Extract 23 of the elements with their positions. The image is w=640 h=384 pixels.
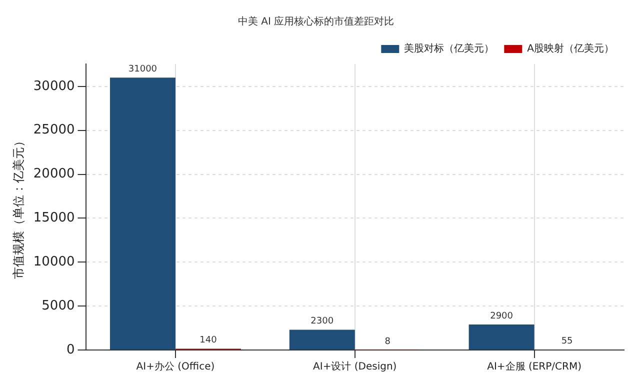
y-tick-label: 5000 [42, 298, 75, 314]
chart-title: 中美 AI 应用核心标的市值差距对比 [238, 16, 394, 28]
bar [289, 330, 355, 350]
data-label: 140 [200, 336, 218, 346]
y-tick-label: 15000 [33, 210, 75, 226]
x-tick-label: AI+设计 (Design) [313, 360, 397, 373]
y-tick-label: 30000 [33, 78, 75, 94]
data-label: 31000 [128, 64, 158, 74]
data-label: 55 [561, 336, 573, 346]
data-label: 2300 [310, 316, 334, 327]
data-label: 8 [384, 336, 391, 347]
bar [110, 78, 176, 350]
legend-label: 美股对标（亿美元） [404, 42, 494, 55]
bar [468, 324, 534, 350]
y-tick-label: 10000 [33, 254, 75, 270]
y-axis-title: 市值规模（单位：亿美元） [11, 135, 26, 279]
y-tick-label: 20000 [33, 166, 75, 182]
data-label: 2900 [490, 311, 514, 322]
legend-label: A股映射（亿美元） [527, 42, 614, 55]
y-tick-label: 25000 [33, 122, 75, 138]
y-tick-label: 0 [66, 342, 75, 358]
x-tick-label: AI+办公 (Office) [136, 360, 215, 373]
x-tick-label: AI+企服 (ERP/CRM) [487, 360, 582, 373]
